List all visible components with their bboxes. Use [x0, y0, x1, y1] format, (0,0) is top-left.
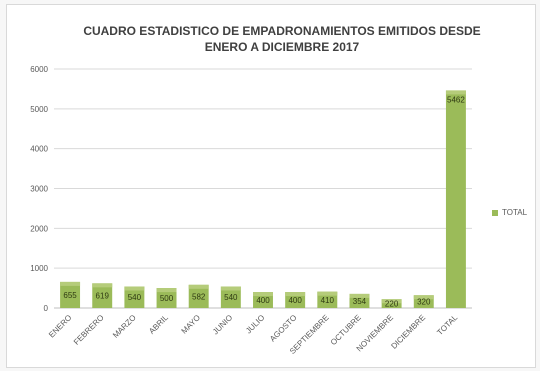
x-tick-label: JUNIO — [211, 313, 234, 336]
bar — [317, 291, 338, 308]
data-label: 354 — [353, 297, 367, 306]
y-tick-label: 5000 — [30, 105, 48, 114]
x-tick-label: JULIO — [244, 313, 266, 335]
legend-label: TOTAL — [502, 208, 528, 217]
data-label: 400 — [288, 296, 302, 305]
data-label: 410 — [321, 296, 335, 305]
x-tick-label: TOTAL — [435, 313, 459, 337]
x-tick-label: FEBRERO — [72, 313, 106, 347]
chart-title-line-2: ENERO A DICIEMBRE 2017 — [204, 40, 360, 54]
bar — [381, 299, 402, 308]
data-label: 582 — [192, 292, 206, 301]
bar-top — [253, 292, 273, 297]
chart-title: CUADRO ESTADISTICO DE EMPADRONAMIENTOS E… — [47, 23, 517, 55]
bar — [188, 284, 209, 308]
legend-swatch — [492, 209, 498, 216]
bar-top — [156, 288, 177, 293]
bar-top — [220, 286, 241, 291]
bar — [124, 286, 145, 308]
bar-top — [413, 295, 434, 300]
y-tick-label: 0 — [44, 304, 49, 313]
data-label: 540 — [128, 293, 142, 302]
x-tick-label: ENERO — [47, 313, 73, 339]
bar-top — [188, 284, 209, 289]
bar — [156, 288, 177, 308]
data-label: 619 — [96, 292, 110, 301]
y-tick-label: 4000 — [30, 145, 48, 154]
y-tick-label: 2000 — [30, 224, 48, 233]
x-tick-label: DICIEMBRE — [389, 313, 427, 351]
data-label: 655 — [63, 291, 77, 300]
y-tick-label: 6000 — [30, 65, 48, 74]
bar-top — [381, 299, 402, 304]
bar-top — [60, 281, 81, 286]
bar — [220, 286, 241, 308]
legend: TOTAL — [492, 208, 527, 217]
bar-top — [285, 292, 306, 297]
data-label: 400 — [256, 296, 270, 305]
bar-top — [92, 283, 113, 288]
y-tick-label: 1000 — [30, 264, 48, 273]
data-label: 500 — [160, 294, 174, 303]
bar — [92, 283, 113, 308]
y-tick-label: 3000 — [30, 185, 48, 194]
bar — [60, 281, 81, 308]
bar-top — [317, 291, 338, 296]
bar-top — [445, 90, 466, 95]
data-label: 320 — [417, 298, 431, 307]
bar-top — [349, 293, 370, 298]
x-tick-label: AGOSTO — [268, 313, 298, 343]
chart-title-line-1: CUADRO ESTADISTICO DE EMPADRONAMIENTOS E… — [83, 24, 481, 38]
bar — [445, 90, 466, 309]
x-tick-label: MAYO — [180, 313, 203, 336]
data-label: 540 — [224, 293, 238, 302]
data-label: 5462 — [447, 95, 465, 104]
x-tick-label: ABRIL — [147, 313, 170, 336]
x-tick-label: MARZO — [111, 313, 138, 340]
x-tick-label: OCTUBRE — [329, 313, 363, 347]
data-label: 220 — [385, 300, 399, 309]
bar-top — [124, 286, 145, 291]
